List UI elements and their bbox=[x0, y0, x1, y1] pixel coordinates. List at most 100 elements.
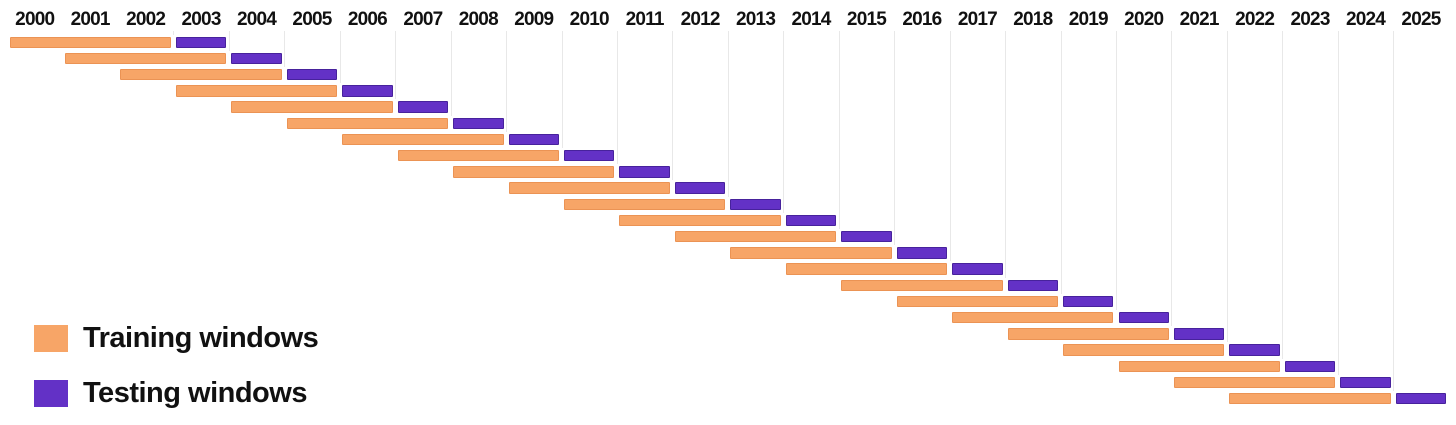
year-label-2016: 2016 bbox=[902, 9, 942, 30]
training-bar-2005-2007 bbox=[286, 117, 449, 129]
year-label-2001: 2001 bbox=[70, 9, 111, 30]
training-bar-2021-2023 bbox=[1173, 376, 1336, 389]
gridline-2019 bbox=[1060, 31, 1062, 294]
testing-bar-2007 bbox=[397, 101, 449, 113]
gridline-2024 bbox=[1337, 31, 1339, 375]
gridline-2025 bbox=[1393, 31, 1395, 391]
legend-label-training: Training windows bbox=[83, 322, 319, 354]
testing-bar-2006 bbox=[342, 85, 393, 97]
gridline-2022 bbox=[1226, 31, 1228, 343]
testing-bar-2014 bbox=[785, 214, 837, 227]
year-label-2012: 2012 bbox=[680, 9, 721, 30]
gridline-2023 bbox=[1282, 31, 1284, 359]
gridline-2004 bbox=[228, 31, 230, 51]
training-bar-2022-2024 bbox=[1229, 392, 1391, 405]
training-bar-2012-2014 bbox=[674, 230, 837, 243]
legend: Training windows Testing windows bbox=[34, 322, 319, 410]
gridline-2009 bbox=[506, 31, 508, 132]
year-label-2003: 2003 bbox=[181, 9, 222, 30]
year-label-2008: 2008 bbox=[458, 9, 499, 30]
testing-bar-2012 bbox=[674, 182, 726, 194]
testing-bar-2024 bbox=[1340, 376, 1391, 389]
testing-swatch bbox=[34, 380, 68, 407]
training-bar-2017-2019 bbox=[952, 311, 1114, 324]
testing-bar-2019 bbox=[1063, 295, 1114, 308]
testing-bar-2013 bbox=[730, 198, 781, 210]
testing-bar-2005 bbox=[286, 68, 338, 81]
year-label-2014: 2014 bbox=[791, 9, 831, 30]
year-label-2009: 2009 bbox=[514, 9, 554, 30]
year-label-2013: 2013 bbox=[736, 9, 776, 30]
training-bar-2004-2006 bbox=[231, 101, 393, 113]
gridline-2005 bbox=[284, 31, 286, 67]
testing-bar-2025 bbox=[1395, 392, 1447, 405]
legend-item-training: Training windows bbox=[34, 322, 319, 355]
gridline-2003 bbox=[173, 31, 175, 35]
gridline-2018 bbox=[1005, 31, 1007, 278]
training-bar-2002-2004 bbox=[120, 68, 282, 81]
training-swatch bbox=[34, 325, 68, 352]
gridline-2016 bbox=[894, 31, 896, 246]
year-label-2018: 2018 bbox=[1013, 9, 1053, 30]
year-label-2019: 2019 bbox=[1068, 9, 1109, 30]
training-bar-2013-2015 bbox=[730, 247, 892, 259]
year-label-2002: 2002 bbox=[126, 9, 166, 30]
training-bar-2010-2012 bbox=[564, 198, 726, 210]
testing-bar-2022 bbox=[1229, 344, 1280, 356]
testing-bar-2017 bbox=[952, 263, 1003, 275]
year-label-2017: 2017 bbox=[957, 9, 998, 30]
testing-bar-2020 bbox=[1118, 311, 1169, 324]
gridline-2007 bbox=[395, 31, 397, 100]
testing-bar-2010 bbox=[564, 149, 615, 162]
year-label-2023: 2023 bbox=[1290, 9, 1331, 30]
year-label-2025: 2025 bbox=[1401, 9, 1441, 30]
year-label-2021: 2021 bbox=[1179, 9, 1220, 30]
legend-item-testing: Testing windows bbox=[34, 377, 318, 410]
gridline-2010 bbox=[561, 31, 563, 148]
testing-bar-2016 bbox=[896, 247, 948, 259]
year-label-2020: 2020 bbox=[1124, 9, 1164, 30]
year-label-2010: 2010 bbox=[569, 9, 610, 30]
year-label-2005: 2005 bbox=[292, 9, 332, 30]
gridline-2021 bbox=[1171, 31, 1173, 327]
gridline-2008 bbox=[450, 31, 452, 116]
training-bar-2008-2010 bbox=[453, 166, 615, 178]
year-label-2024: 2024 bbox=[1345, 9, 1386, 30]
testing-bar-2018 bbox=[1007, 279, 1059, 291]
testing-bar-2023 bbox=[1284, 360, 1336, 372]
training-bar-2016-2018 bbox=[896, 295, 1059, 308]
testing-bar-2009 bbox=[508, 133, 559, 146]
year-label-2004: 2004 bbox=[236, 9, 277, 30]
training-bar-2015-2017 bbox=[841, 279, 1003, 291]
testing-bar-2004 bbox=[231, 52, 282, 65]
gridline-2013 bbox=[727, 31, 729, 197]
training-bar-2006-2008 bbox=[342, 133, 504, 146]
gridline-2011 bbox=[616, 31, 618, 165]
year-label-2015: 2015 bbox=[846, 9, 887, 30]
gridline-2006 bbox=[339, 31, 341, 84]
testing-bar-2011 bbox=[619, 166, 670, 178]
training-bar-2000-2002 bbox=[9, 36, 171, 48]
training-bar-2019-2021 bbox=[1063, 344, 1225, 356]
training-bar-2011-2013 bbox=[619, 214, 781, 227]
testing-bar-2015 bbox=[841, 230, 892, 243]
training-bar-2018-2020 bbox=[1007, 328, 1169, 340]
year-label-2011: 2011 bbox=[625, 9, 665, 30]
gridline-2015 bbox=[838, 31, 840, 229]
gridline-2017 bbox=[949, 31, 951, 262]
year-label-2007: 2007 bbox=[403, 9, 443, 30]
testing-bar-2008 bbox=[453, 117, 504, 129]
year-label-2000: 2000 bbox=[15, 9, 55, 30]
legend-label-testing: Testing windows bbox=[83, 377, 307, 409]
testing-bar-2021 bbox=[1173, 328, 1225, 340]
gridline-2014 bbox=[783, 31, 785, 213]
training-bar-2001-2003 bbox=[64, 52, 227, 65]
training-bar-2007-2009 bbox=[397, 149, 559, 162]
training-bar-2020-2022 bbox=[1118, 360, 1280, 372]
year-label-2006: 2006 bbox=[347, 9, 388, 30]
testing-bar-2003 bbox=[175, 36, 227, 48]
training-bar-2014-2016 bbox=[785, 263, 948, 275]
gridline-2020 bbox=[1116, 31, 1117, 310]
training-bar-2009-2011 bbox=[508, 182, 670, 194]
